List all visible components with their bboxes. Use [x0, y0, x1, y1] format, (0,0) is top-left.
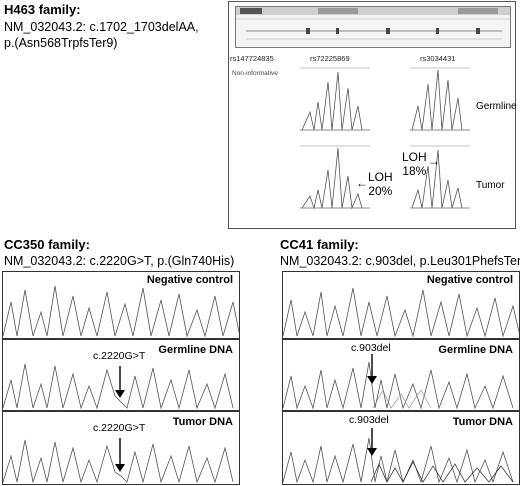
loh2-arrow: → [428, 154, 440, 168]
cc350-tumor-label: Tumor DNA [172, 416, 233, 428]
loh2-text: LOH [402, 150, 427, 164]
snp-label-1: rs147724835 [230, 54, 274, 63]
cc41-germline-label: Germline DNA [438, 344, 513, 356]
cc350-lane-tumor: Tumor DNA c.2220G>T [2, 411, 240, 485]
tumor-trace-snp2 [300, 145, 370, 210]
cc350-tumor-mutation: c.2220G>T [93, 422, 146, 434]
tumor-trace-snp3 [410, 145, 470, 209]
cc41-trace-germline [283, 354, 514, 410]
snp-label-2: rs72225869 [310, 54, 350, 63]
h463-variant-line1: NM_032043.2: c.1702_1703delAA, [4, 20, 199, 34]
cc350-variant: NM_032043.2: c.2220G>T, p.(Gln740His) [4, 254, 235, 268]
cc41-variant: NM_032043.2: c.903del, p.Leu301PhefsTer2… [280, 254, 520, 268]
loh2-value: 18% [402, 164, 427, 178]
cc350-trace-germline [3, 363, 234, 410]
cc350-trace-tumor [3, 438, 234, 484]
cc350-germline-label: Germline DNA [158, 344, 233, 356]
snp-label-3: rs3034431 [420, 54, 456, 63]
loh2-label: LOH 18% [402, 150, 427, 178]
genome-browser-strip [235, 6, 511, 48]
tumor-label: Tumor [476, 180, 505, 191]
cc41-germline-mutation: c.903del [351, 342, 391, 354]
cc41-lane-tumor: Tumor DNA c.903del [282, 411, 520, 485]
germline-trace-snp2 [300, 67, 370, 131]
h463-variant-line2: p.(Asn568TrpfsTer9) [4, 36, 118, 50]
cc41-trace-negative [283, 287, 519, 338]
non-informative-label: Non-informative [232, 70, 278, 77]
h463-family-title: H463 family: [4, 2, 81, 17]
cc350-family-title: CC350 family: [4, 237, 90, 252]
cc350-germline-mutation: c.2220G>T [93, 350, 146, 362]
genome-browser-graphic [236, 7, 510, 40]
loh1-label: LOH 20% [368, 170, 393, 198]
cc350-negative-label: Negative control [146, 274, 233, 286]
cc41-tumor-label: Tumor DNA [452, 416, 513, 428]
germline-trace-snp3 [410, 67, 470, 131]
cc350-trace-negative [3, 285, 239, 338]
cc41-lane-germline: Germline DNA c.903del [282, 339, 520, 411]
cc350-lane-negative: Negative control [2, 271, 240, 339]
cc41-negative-label: Negative control [426, 274, 513, 286]
loh1-text: LOH [368, 170, 393, 184]
h463-loh-panel [228, 1, 516, 229]
cc41-trace-tumor [283, 428, 514, 484]
cc41-lane-negative: Negative control [282, 271, 520, 339]
cc41-tumor-mutation: c.903del [349, 414, 389, 426]
germline-label: Germline [476, 101, 517, 112]
loh1-value: 20% [368, 184, 393, 198]
loh1-arrow: ← [356, 176, 368, 190]
cc41-family-title: CC41 family: [280, 237, 359, 252]
cc350-lane-germline: Germline DNA c.2220G>T [2, 339, 240, 411]
